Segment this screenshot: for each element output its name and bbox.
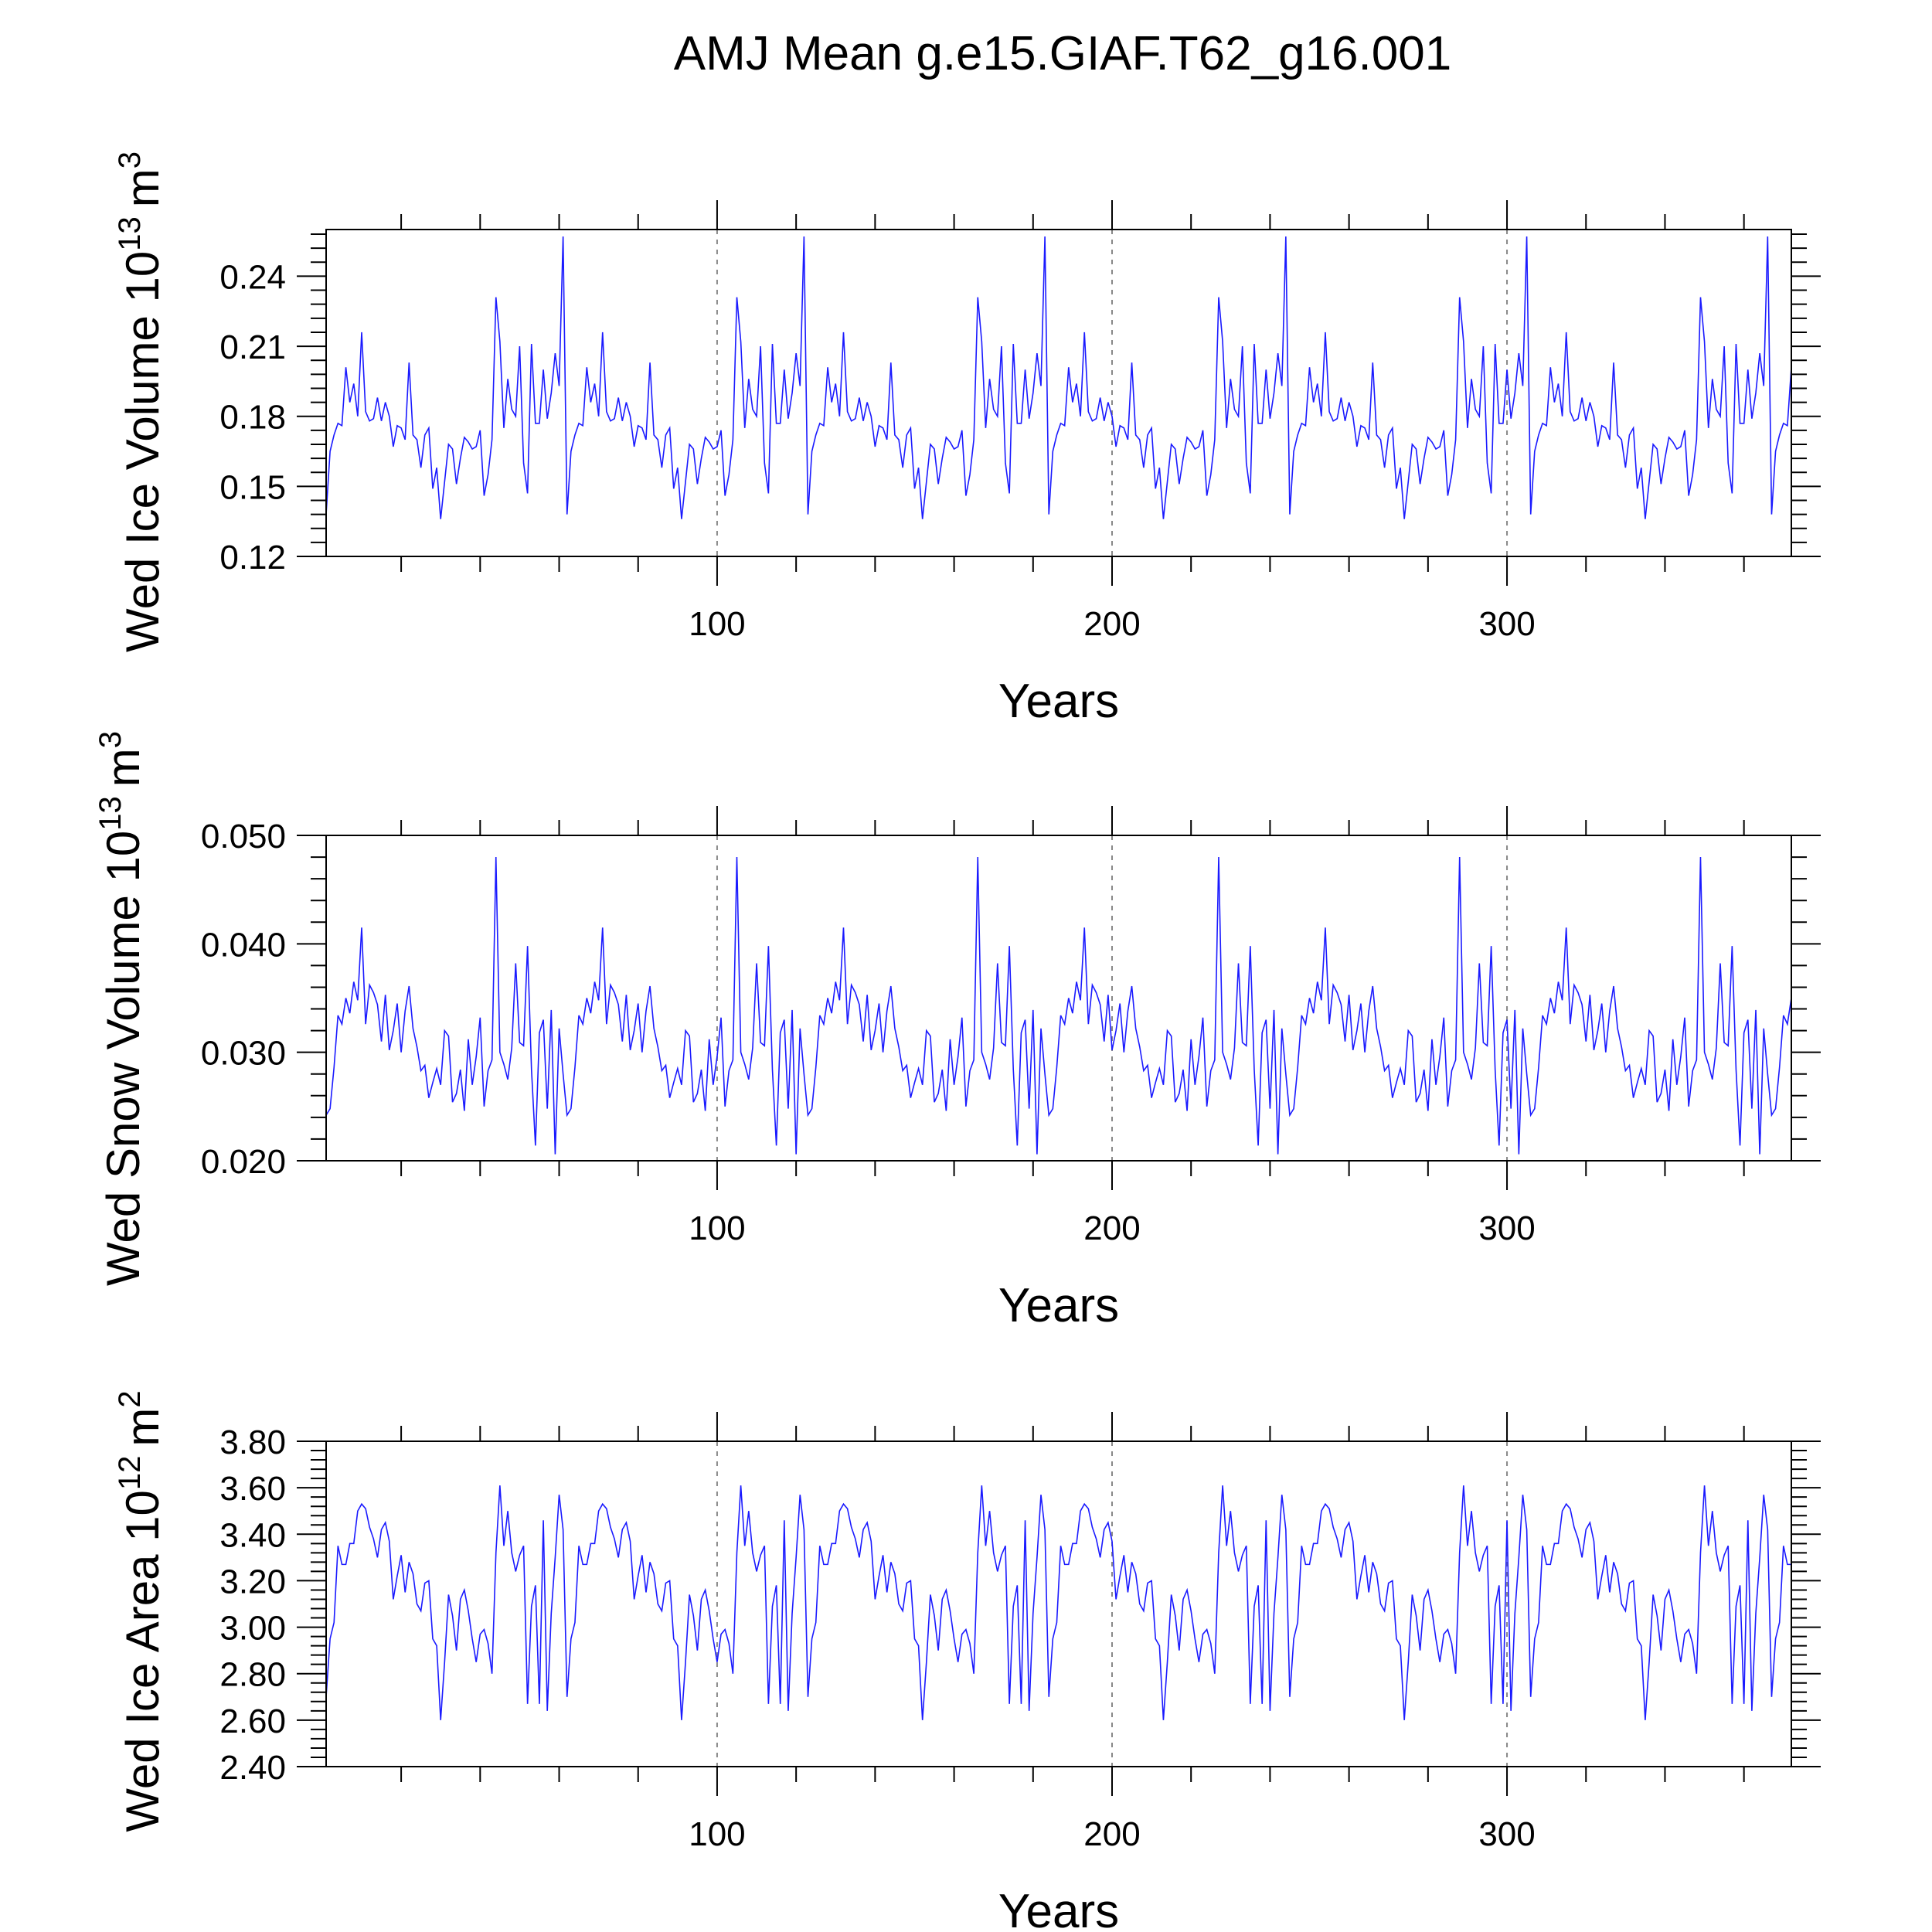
x-axis-title: Years [998,675,1119,728]
chart-title: AMJ Mean g.e15.GIAF.T62_g16.001 [674,27,1451,80]
y-tick-label: 3.80 [219,1423,286,1461]
y-tick-label: 2.60 [219,1702,286,1740]
x-tick-label: 300 [1478,1815,1535,1853]
ice-volume-panel: 0.12 0.15 0.18 0.21 0.24 100 200 300 Years Wed Ic… [113,151,1821,728]
plot-frame [325,1440,1792,1767]
y-tick-label: 0.21 [219,328,286,366]
x-tick-label: 100 [689,605,745,643]
y-axis-title-unit: m [117,1408,168,1447]
y-axis-title-base: Wed Ice Volume 10 [117,251,168,652]
data-series-line [325,236,1792,519]
y-tick-label: 0.050 [201,818,286,855]
y-axis-title-unit: m [97,748,149,787]
y-tick-label: 0.030 [201,1035,286,1073]
y-tick-label: 3.60 [219,1470,286,1508]
data-series-line [325,1485,1791,1720]
y-tick-label: 3.00 [219,1610,286,1648]
y-tick-label: 0.18 [219,399,286,437]
snow-volume-panel: 0.020 0.030 0.040 0.050 100 200 300 Years Wed Sn… [94,731,1821,1332]
y-axis-title-unit-power: 3 [94,731,128,748]
y-axis-title-unit-power: 2 [113,1390,147,1407]
x-tick-label: 100 [689,1815,745,1853]
x-tick-label: 300 [1478,1209,1535,1247]
y-axis-title-base: Wed Snow Volume 10 [97,831,149,1286]
y-tick-label: 0.24 [219,258,286,296]
y-tick-label: 3.20 [219,1563,286,1600]
y-tick-label: 0.12 [219,539,286,577]
x-tick-label: 100 [689,1209,745,1247]
y-tick-label: 3.40 [219,1516,286,1554]
y-tick-label: 0.040 [201,926,286,964]
x-axis-title: Years [998,1279,1119,1332]
data-series-line [325,857,1792,1155]
y-tick-label: 0.15 [219,468,286,506]
y-tick-label: 2.40 [219,1749,286,1787]
x-tick-label: 200 [1083,605,1140,643]
y-axis-title: Wed Snow Volume 1013 m3 [94,731,149,1286]
y-axis-title-unit: m [117,168,168,207]
y-tick-label: 2.80 [219,1656,286,1694]
x-tick-label: 300 [1478,605,1535,643]
y-axis-title: Wed Ice Area 1012 m2 [113,1390,168,1832]
x-axis-title: Years [998,1885,1119,1932]
y-tick-label: 0.020 [201,1143,286,1181]
y-axis-title-base: Wed Ice Area 10 [117,1490,168,1832]
y-axis-title-exponent: 13 [94,796,128,831]
y-axis-title-exponent: 13 [113,216,147,251]
plot-frame [325,229,1792,557]
y-axis-title-unit-power: 3 [113,151,147,168]
y-axis-title-exponent: 12 [113,1456,147,1491]
ice-area-panel: 2.40 2.60 2.80 3.00 3.20 3.40 3.60 3.80 100 200 30… [113,1390,1821,1932]
y-axis-title: Wed Ice Volume 1013 m3 [113,151,168,652]
x-tick-label: 200 [1083,1209,1140,1247]
plot-frame [325,835,1792,1162]
x-tick-label: 200 [1083,1815,1140,1853]
